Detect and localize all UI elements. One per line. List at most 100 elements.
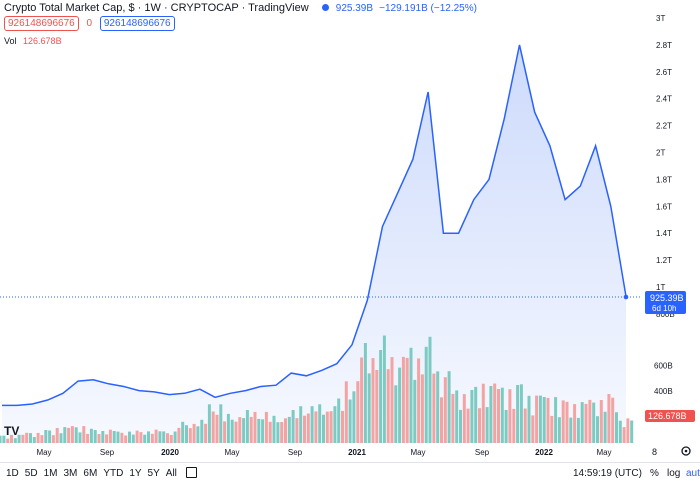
volume-bar: [135, 430, 139, 443]
volume-bar: [318, 404, 322, 443]
volume-bar: [196, 426, 200, 443]
range-button-5y[interactable]: 5Y: [147, 468, 160, 479]
price-tick-label: 1.4T: [656, 229, 672, 238]
calendar-range-icon[interactable]: [186, 467, 197, 478]
log-toggle[interactable]: log: [667, 468, 681, 479]
volume-bar: [40, 435, 44, 443]
volume-bar: [592, 402, 596, 443]
volume-bar: [249, 416, 253, 443]
range-button-5d[interactable]: 5D: [24, 468, 38, 479]
symbol-title[interactable]: Crypto Total Market Cap, $ · 1W · CRYPTO…: [4, 2, 309, 14]
volume-bar: [588, 399, 592, 443]
price-tick-label: 2T: [656, 149, 665, 158]
range-button-6m[interactable]: 6M: [83, 468, 98, 479]
volume-bar: [36, 432, 40, 443]
volume-bar: [124, 435, 128, 443]
volume-bar: [230, 419, 234, 443]
volume-bar: [546, 397, 550, 443]
volume-bar: [44, 430, 48, 443]
volume-bar: [333, 406, 337, 443]
volume-bar: [519, 384, 523, 443]
volume-bar: [531, 415, 535, 443]
volume-bar: [86, 433, 90, 443]
volume-bar: [325, 411, 329, 443]
volume-bar: [223, 421, 227, 443]
volume-bar: [226, 413, 230, 443]
tradingview-logo: TV: [4, 424, 19, 438]
percent-toggle[interactable]: %: [650, 468, 659, 479]
price-tick-label: 1.8T: [656, 175, 672, 184]
time-tick-label: May: [224, 448, 239, 457]
clock-readout[interactable]: 14:59:19 (UTC): [573, 468, 642, 479]
chart-canvas[interactable]: 3T2.8T2.6T2.4T2.2T2T1.8T1.6T1.4T1.2T1T80…: [0, 0, 700, 462]
volume-bar: [390, 357, 394, 443]
time-tick-label: Sep: [288, 448, 303, 457]
volume-bar: [386, 369, 390, 443]
volume-bar: [200, 419, 204, 443]
volume-bar: [147, 431, 150, 443]
volume-bar: [573, 404, 577, 443]
price-tick-label: 1.6T: [656, 202, 672, 211]
volume-bar: [500, 387, 504, 443]
volume-bar: [626, 418, 630, 443]
volume-bar: [299, 406, 303, 443]
volume-bar: [417, 358, 421, 443]
volume-bar: [192, 423, 196, 443]
spread-value: 0: [86, 18, 93, 29]
settings-gear-icon[interactable]: [681, 446, 691, 456]
volume-bar: [253, 411, 257, 443]
volume-bar: [245, 410, 249, 443]
volume-bar: [447, 371, 451, 443]
price-change: −129.191B (−12.25%): [379, 3, 477, 14]
volume-bar: [363, 343, 367, 443]
volume-bar: [470, 390, 474, 443]
volume-bar: [607, 394, 611, 443]
volume-bar: [185, 425, 188, 443]
volume-bar: [108, 429, 112, 443]
volume-bar: [215, 414, 219, 443]
volume-bar: [462, 394, 466, 443]
price-tick-label: 800B: [656, 310, 675, 319]
volume-bar: [207, 404, 211, 443]
volume-bar: [344, 381, 348, 443]
volume-bar: [238, 417, 242, 443]
volume-bar: [276, 422, 280, 443]
sell-box[interactable]: 926148696676: [4, 16, 79, 31]
volume-bar: [459, 409, 462, 443]
volume-bar: [516, 385, 520, 443]
range-button-1y[interactable]: 1Y: [129, 468, 142, 479]
volume-bar: [508, 389, 512, 443]
volume-bar: [375, 370, 379, 443]
range-button-1m[interactable]: 1M: [43, 468, 58, 479]
volume-bar: [527, 395, 531, 443]
range-button-all[interactable]: All: [165, 468, 177, 479]
buy-box[interactable]: 926148696676: [99, 16, 175, 31]
volume-bar: [10, 434, 13, 443]
range-button-ytd[interactable]: YTD: [103, 468, 124, 479]
volume-bar: [394, 385, 398, 443]
volume-bar: [257, 418, 261, 443]
range-button-3m[interactable]: 3M: [63, 468, 78, 479]
volume-bar: [348, 399, 352, 443]
bottom-toolbar: 1D 5D 1M 3M 6M YTD 1Y 5Y All 14:59:19 (UTC) % lo…: [0, 462, 700, 483]
volume-bar: [379, 350, 383, 443]
volume-bar: [112, 431, 116, 443]
volume-bar: [59, 433, 63, 443]
volume-bar: [55, 428, 59, 443]
volume-bar: [322, 414, 325, 443]
volume-bar: [455, 390, 459, 443]
volume-bar: [272, 415, 276, 443]
volume-bar: [287, 416, 291, 443]
market-status-dot-icon: [321, 4, 329, 11]
auto-scale-toggle[interactable]: auto: [686, 468, 700, 479]
volume-bar: [371, 358, 375, 443]
volume-bar: [131, 434, 135, 443]
volume-bar: [173, 431, 177, 443]
volume-bar: [557, 417, 561, 443]
volume-bar: [139, 432, 143, 443]
time-tick-label: May: [36, 448, 51, 457]
volume-bar: [162, 431, 166, 443]
volume-bar: [424, 346, 428, 443]
volume-bar: [615, 412, 618, 443]
range-button-1d[interactable]: 1D: [6, 468, 19, 479]
